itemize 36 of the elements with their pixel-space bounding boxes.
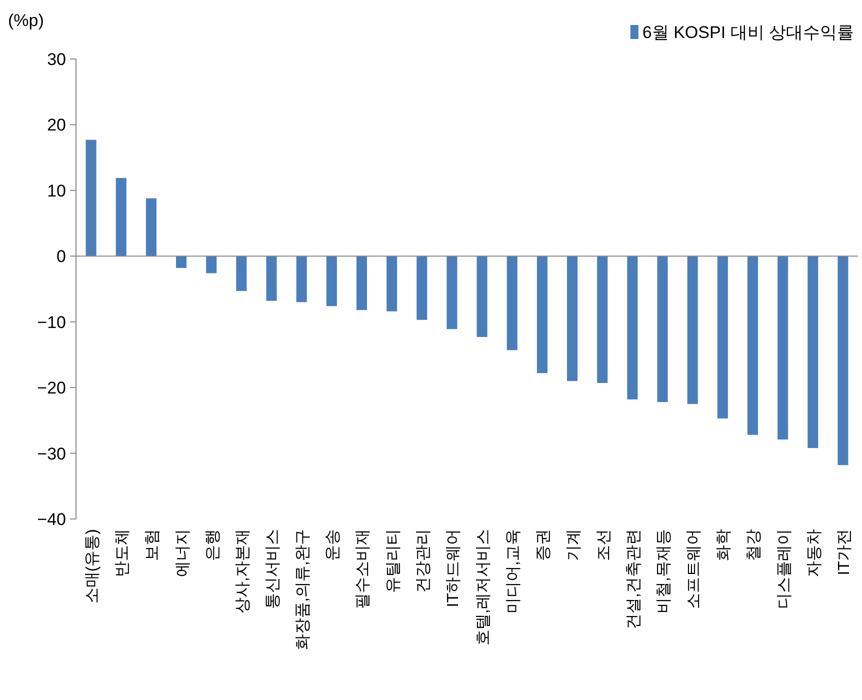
x-tick-label: 반도체 bbox=[114, 529, 132, 577]
x-tick-label: 디스플레이 bbox=[776, 529, 793, 609]
x-tick-label: 화장품,의류,완구 bbox=[294, 529, 312, 650]
y-tick-label: 30 bbox=[47, 50, 66, 69]
x-tick-label: 조선 bbox=[595, 529, 612, 561]
x-tick-label: 호텔,레저서비스 bbox=[475, 529, 492, 646]
x-tick-label: 소매(유통) bbox=[84, 529, 102, 604]
x-tick-label: 화학 bbox=[716, 529, 733, 561]
x-tick-label: 필수소비재 bbox=[354, 529, 372, 609]
x-tick-label: 소프트웨어 bbox=[686, 529, 703, 609]
x-tick-label: 운송 bbox=[324, 529, 342, 561]
x-tick-label: IT가전 bbox=[836, 529, 853, 576]
x-tick-label: 상사,자본재 bbox=[234, 529, 252, 614]
x-tick-label: 은행 bbox=[204, 529, 222, 561]
x-tick-label: 증권 bbox=[535, 529, 552, 561]
y-tick-label: −20 bbox=[37, 378, 66, 398]
x-tick-label: 건설,건축관련 bbox=[625, 529, 642, 630]
y-tick-label: 0 bbox=[56, 247, 66, 266]
y-tick-label: 20 bbox=[47, 116, 66, 135]
x-tick-label: IT하드웨어 bbox=[444, 529, 462, 608]
legend-label: 6월 KOSPI 대비 상대수익률 bbox=[642, 23, 854, 42]
y-tick-label: −30 bbox=[37, 444, 66, 464]
y-tick-label: −10 bbox=[37, 312, 66, 332]
y-tick-label: 10 bbox=[47, 181, 66, 200]
x-tick-label: 건강관리 bbox=[414, 529, 432, 593]
y-axis-title: (%p) bbox=[8, 11, 44, 30]
x-tick-label: 자동차 bbox=[806, 529, 823, 577]
x-tick-label: 에너지 bbox=[174, 529, 192, 577]
x-tick-label: 보험 bbox=[144, 529, 162, 561]
x-tick-label: 미디어,교육 bbox=[505, 529, 522, 614]
x-tick-label: 철강 bbox=[746, 529, 763, 561]
x-tick-label: 기계 bbox=[565, 529, 582, 561]
y-tick-label: −40 bbox=[37, 510, 66, 529]
x-tick-label: 통신서비스 bbox=[264, 529, 282, 609]
x-tick-label: 비철,목재등 bbox=[656, 529, 672, 614]
x-tick-label: 유틸리티 bbox=[384, 529, 402, 593]
